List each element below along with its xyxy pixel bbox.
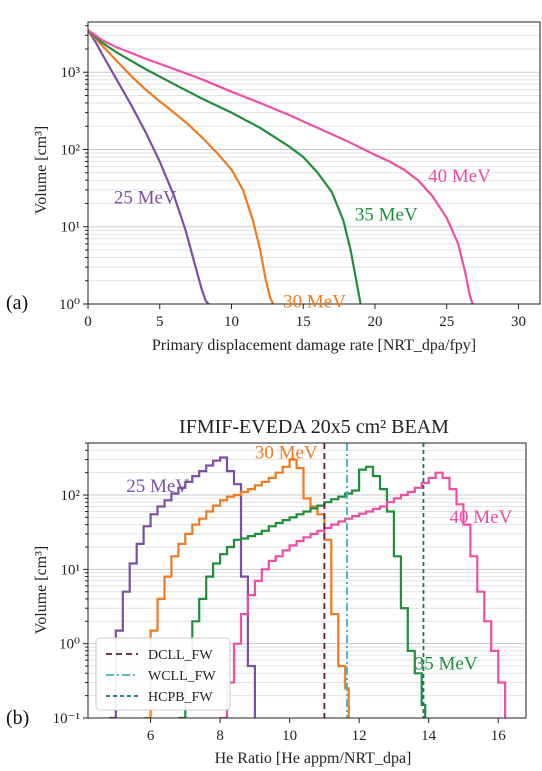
- panel-b-series-labels: 25 MeV 30 MeV 35 MeV 40 MeV: [126, 443, 512, 675]
- panel-b-reference-lines: [323, 443, 425, 718]
- series-line-25-mev: [88, 29, 210, 304]
- y-tick-label: 10¹: [61, 220, 81, 236]
- panel-a-frame: [87, 21, 541, 305]
- panel-b-legend: DCLL_FW WCLL_FW HCPB_FW: [95, 637, 231, 711]
- series-label-30-mev: 30 MeV: [283, 292, 346, 313]
- y-tick-label: 10²: [61, 142, 81, 158]
- x-tick-label: 8: [216, 728, 224, 744]
- x-tick-label: 5: [156, 314, 164, 330]
- series-label-40-mev: 40 MeV: [428, 166, 491, 187]
- series-line-40-mev: [220, 471, 507, 718]
- series-line-30-mev: [143, 458, 350, 718]
- x-tick-label: 6: [147, 728, 155, 744]
- series-line-35-mev: [178, 465, 427, 718]
- x-tick-label: 20: [367, 314, 382, 330]
- series-line-40-mev: [88, 29, 474, 304]
- panel-a-series-labels: 25 MeV 30 MeV 35 MeV 40 MeV: [114, 166, 491, 313]
- y-tick-label: 10²: [61, 488, 81, 504]
- x-tick-label: 16: [491, 728, 507, 744]
- series-label-40-mev: 40 MeV: [450, 507, 513, 528]
- series-label-30-mev: 30 MeV: [255, 443, 318, 464]
- y-tick-label: 10⁰: [59, 637, 80, 653]
- panel-a-ticks: 10⁰ 10¹ 10² 10³ 0 5 10 15 20 25 30: [59, 25, 526, 330]
- x-tick-label: 10: [282, 728, 297, 744]
- panel-a-x-axis-label: Primary displacement damage rate [NRT_dp…: [152, 337, 476, 354]
- panel-a-label: (a): [6, 292, 28, 314]
- series-line-30-mev: [88, 29, 275, 304]
- panel-b: IFMIF-EVEDA 20x5 cm² BEAM 10⁻¹ 10⁰ 10¹ 10² 6…: [6, 416, 527, 767]
- panel-a: 10⁰ 10¹ 10² 10³ 0 5 10 15 20 25 30 25 MeV 30 MeV 35 …: [6, 21, 541, 354]
- panel-b-label: (b): [6, 707, 29, 729]
- series-label-25-mev: 25 MeV: [126, 476, 189, 497]
- legend-box: [95, 637, 231, 711]
- x-tick-label: 14: [421, 728, 437, 744]
- series-label-25-mev: 25 MeV: [114, 187, 177, 208]
- series-line-35-mev: [88, 29, 362, 304]
- panel-b-series: [108, 456, 507, 718]
- y-tick-label: 10⁻¹: [53, 711, 80, 727]
- legend-entry: DCLL_FW: [148, 648, 213, 663]
- y-tick-label: 10⁰: [59, 297, 80, 313]
- legend-entry: WCLL_FW: [148, 669, 216, 684]
- y-tick-label: 10³: [61, 65, 81, 81]
- series-line-25-mev: [108, 456, 256, 718]
- series-label-35-mev: 35 MeV: [355, 205, 418, 226]
- x-tick-label: 25: [439, 314, 454, 330]
- legend-entry: HCPB_FW: [148, 690, 213, 705]
- panel-a-grid: [88, 25, 540, 305]
- panel-b-title: IFMIF-EVEDA 20x5 cm² BEAM: [179, 416, 449, 438]
- y-tick-label: 10¹: [61, 562, 81, 578]
- panel-b-x-axis-label: He Ratio [He appm/NRT_dpa]: [215, 750, 412, 767]
- panel-b-y-axis-label: Volume [cm³]: [33, 546, 50, 634]
- x-tick-label: 0: [84, 314, 92, 330]
- panel-a-series: [88, 29, 474, 304]
- series-label-35-mev: 35 MeV: [415, 653, 478, 674]
- panel-b-ticks: 10⁻¹ 10⁰ 10¹ 10² 6 8 10 12 14 16: [53, 442, 507, 744]
- x-tick-label: 15: [296, 314, 311, 330]
- panel-a-y-axis-label: Volume [cm³]: [33, 126, 50, 214]
- x-tick-label: 30: [511, 314, 526, 330]
- x-tick-label: 10: [224, 314, 239, 330]
- x-tick-label: 12: [352, 728, 367, 744]
